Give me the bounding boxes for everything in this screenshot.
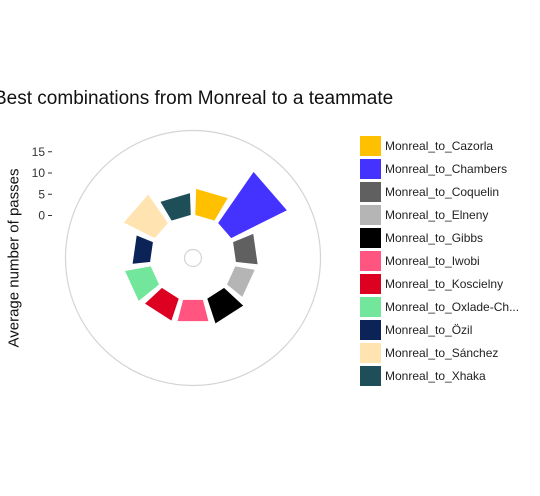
legend-swatch [360,158,381,179]
legend-label: Monreal_to_Xhaka [385,368,486,383]
chart-title: Best combinations from Monreal to a team… [0,88,394,109]
legend-item: Monreal_to_Coquelin [360,180,519,203]
legend-label: Monreal_to_Elneny [385,207,489,222]
grid-circle-outer [64,129,322,387]
bars [121,169,290,326]
legend-label: Monreal_to_Gibbs [385,230,484,245]
bar-Monreal_to_Chambers [216,169,290,240]
legend-swatch [360,296,381,317]
grid-lines [64,129,322,387]
legend-label: Monreal_to_Oxlade-Ch... [385,299,520,314]
legend-item: Monreal_to_Xhaka [360,364,519,387]
bar-Monreal_to_Xhaka [158,191,193,223]
bar-Monreal_to_Coquelin [231,231,260,266]
bar-Monreal_to_Sánchez [121,192,170,240]
legend-swatch [360,342,381,363]
legend-label: Monreal_to_Koscielny [385,276,504,291]
y-tick-label-15: 15 [32,145,46,159]
legend-swatch [360,250,381,271]
legend-item: Monreal_to_Oxlade-Ch... [360,295,519,318]
legend-item: Monreal_to_Gibbs [360,226,519,249]
legend-item: Monreal_to_Iwobi [360,249,519,272]
legend-label: Monreal_to_Iwobi [385,253,480,268]
bar-Monreal_to_Iwobi [175,298,211,323]
bar-Monreal_to_Gibbs [205,285,246,326]
y-tick-label-10: 10 [32,166,46,180]
legend-swatch [360,204,381,225]
grid-circle-inner [183,248,203,268]
y-tick-label-0: 0 [38,209,45,223]
y-tick-label-5: 5 [38,187,45,201]
legend-item: Monreal_to_Özil [360,318,519,341]
legend-swatch [360,273,381,294]
radial-axis: 0 5 10 15 [32,145,52,223]
legend-label: Monreal_to_Coquelin [385,184,500,199]
legend-swatch [360,319,381,340]
bar-Monreal_to_Koscielny [142,285,181,323]
legend-swatch [360,227,381,248]
legend-item: Monreal_to_Elneny [360,203,519,226]
legend: Monreal_to_Cazorla Monreal_to_Chambers Mon… [360,134,519,387]
legend-item: Monreal_to_Cazorla [360,134,519,157]
bar-Monreal_to_Cazorla [193,186,230,223]
bar-Monreal_to_Özil [130,233,155,266]
legend-label: Monreal_to_Özil [385,322,473,337]
legend-item: Monreal_to_Koscielny [360,272,519,295]
legend-label: Monreal_to_Sánchez [385,345,499,360]
bar-Monreal_to_Oxlade-Chamberlain [122,264,161,304]
bar-Monreal_to_Elneny [225,264,257,300]
legend-swatch [360,181,381,202]
legend-label: Monreal_to_Cazorla [385,138,494,153]
legend-item: Monreal_to_Sánchez [360,341,519,364]
legend-swatch [360,365,381,386]
legend-swatch [360,135,381,156]
legend-item: Monreal_to_Chambers [360,157,519,180]
legend-label: Monreal_to_Chambers [385,161,508,176]
